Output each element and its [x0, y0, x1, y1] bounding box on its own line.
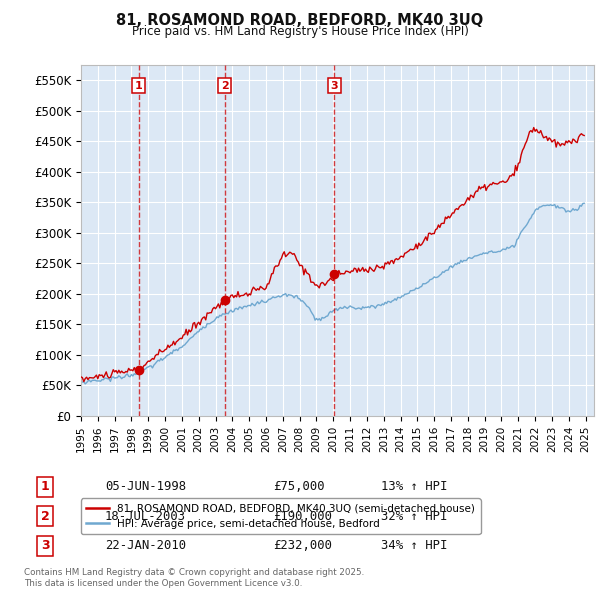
Text: £232,000: £232,000 [273, 539, 332, 552]
Text: 05-JUN-1998: 05-JUN-1998 [105, 480, 186, 493]
Text: 22-JAN-2010: 22-JAN-2010 [105, 539, 186, 552]
Text: £190,000: £190,000 [273, 510, 332, 523]
Text: 32% ↑ HPI: 32% ↑ HPI [381, 510, 448, 523]
Text: 1: 1 [134, 81, 142, 91]
Text: Price paid vs. HM Land Registry's House Price Index (HPI): Price paid vs. HM Land Registry's House … [131, 25, 469, 38]
Text: Contains HM Land Registry data © Crown copyright and database right 2025.
This d: Contains HM Land Registry data © Crown c… [24, 568, 364, 588]
Text: 34% ↑ HPI: 34% ↑ HPI [381, 539, 448, 552]
Text: 81, ROSAMOND ROAD, BEDFORD, MK40 3UQ: 81, ROSAMOND ROAD, BEDFORD, MK40 3UQ [116, 13, 484, 28]
Text: 13% ↑ HPI: 13% ↑ HPI [381, 480, 448, 493]
Text: £75,000: £75,000 [273, 480, 325, 493]
Text: 1: 1 [41, 480, 49, 493]
Text: 3: 3 [331, 81, 338, 91]
Text: 3: 3 [41, 539, 49, 552]
Text: 2: 2 [221, 81, 229, 91]
Text: 18-JUL-2003: 18-JUL-2003 [105, 510, 186, 523]
Legend: 81, ROSAMOND ROAD, BEDFORD, MK40 3UQ (semi-detached house), HPI: Average price, : 81, ROSAMOND ROAD, BEDFORD, MK40 3UQ (se… [81, 499, 481, 534]
Text: 2: 2 [41, 510, 49, 523]
